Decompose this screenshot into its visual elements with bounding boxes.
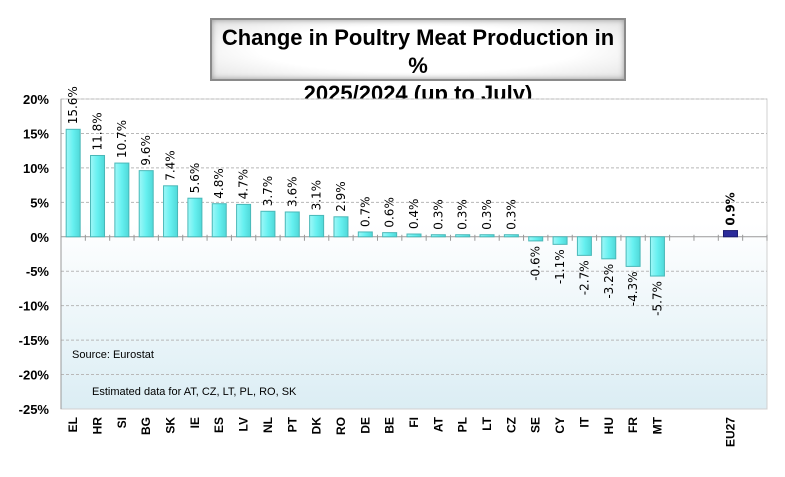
source-note: Source: Eurostat	[72, 349, 154, 361]
chart-title: Change in Poultry Meat Production in % 2…	[210, 18, 626, 106]
y-tick-label: 15%	[23, 126, 49, 141]
x-category-label: BE	[383, 417, 397, 434]
bar-RO	[333, 216, 349, 238]
bar-FI	[406, 233, 422, 238]
data-label: 9.6%	[139, 135, 153, 166]
bar-SE	[528, 236, 544, 242]
x-category-label: EL	[66, 417, 80, 432]
bar-HR	[90, 154, 106, 238]
data-label: 0.4%	[407, 199, 421, 230]
x-category-label: AT	[431, 416, 445, 432]
title-line-1: Change in Poultry Meat Production in %	[221, 25, 615, 78]
bar-NL	[260, 210, 276, 238]
y-tick-label: 20%	[23, 92, 49, 107]
x-category-label: PT	[285, 416, 299, 432]
bar-SI	[114, 162, 130, 238]
x-category-label: CZ	[504, 417, 518, 433]
x-category-label: CY	[553, 417, 567, 434]
x-category-label: PL	[456, 417, 470, 432]
data-label: -5.7%	[650, 281, 664, 316]
data-label: -4.3%	[626, 271, 640, 306]
x-category-label: BG	[139, 417, 153, 435]
bar-EU27	[722, 230, 738, 238]
bar-FR	[625, 236, 641, 267]
x-category-label: SE	[529, 417, 543, 433]
data-label: 0.6%	[383, 197, 397, 228]
x-category-label: SI	[115, 417, 129, 428]
x-category-label: EU27	[723, 417, 737, 447]
x-category-label: RO	[334, 417, 348, 435]
data-label: 3.7%	[261, 176, 275, 207]
data-label: -3.2%	[602, 264, 616, 299]
data-label: 0.3%	[504, 199, 518, 230]
bar-SK	[163, 185, 179, 238]
bar-DE	[357, 231, 373, 238]
data-label: 3.6%	[285, 176, 299, 207]
x-category-label: MT	[650, 416, 664, 434]
bar-IE	[187, 197, 203, 238]
data-label: -0.6%	[529, 246, 543, 281]
x-category-label: LT	[480, 416, 494, 430]
y-tick-label: 5%	[30, 195, 49, 210]
x-category-label: FR	[626, 417, 640, 433]
data-label: 3.1%	[310, 180, 324, 211]
bar-AT	[430, 234, 446, 238]
bar-BG	[138, 170, 154, 238]
plot-area	[60, 98, 768, 410]
bar-MT	[649, 236, 665, 277]
data-label: 0.3%	[480, 199, 494, 230]
data-label: 2.9%	[334, 181, 348, 212]
data-label: 4.7%	[237, 169, 251, 200]
bar-BE	[382, 232, 398, 238]
y-tick-label: -20%	[19, 368, 50, 383]
y-tick-label: -15%	[19, 333, 50, 348]
y-tick-label: -25%	[19, 402, 50, 417]
y-tick-label: 0%	[30, 230, 49, 245]
data-label: 7.4%	[164, 150, 178, 181]
estimate-note: Estimated data for AT, CZ, LT, PL, RO, S…	[92, 386, 297, 398]
x-category-label: ES	[212, 417, 226, 433]
bar-IT	[576, 236, 592, 256]
x-category-label: IT	[577, 416, 591, 427]
x-category-label: SK	[164, 417, 178, 434]
bar-LV	[236, 203, 252, 238]
x-category-label: LV	[237, 417, 251, 431]
y-tick-label: -10%	[19, 299, 50, 314]
x-category-label: FI	[407, 417, 421, 428]
data-label: -2.7%	[577, 260, 591, 295]
bar-PL	[455, 234, 471, 238]
x-category-label: DE	[358, 417, 372, 434]
data-label: 0.9%	[723, 192, 737, 225]
bar-PT	[284, 211, 300, 238]
bar-LT	[479, 234, 495, 238]
x-category-label: DK	[310, 417, 324, 435]
data-label: 11.8%	[91, 112, 105, 150]
bar-EL	[65, 128, 81, 238]
data-label: -1.1%	[553, 249, 567, 284]
data-label: 0.3%	[431, 199, 445, 230]
x-category-label: NL	[261, 417, 275, 433]
x-category-label: HU	[602, 417, 616, 434]
bar-CY	[552, 236, 568, 245]
data-label: 15.6%	[66, 86, 80, 124]
bar-ES	[211, 203, 227, 238]
data-label: 4.8%	[212, 168, 226, 199]
y-tick-label: -5%	[26, 264, 50, 279]
data-label: 5.6%	[188, 163, 202, 194]
data-label: 0.7%	[358, 196, 372, 227]
data-label: 10.7%	[115, 120, 129, 158]
bar-HU	[601, 236, 617, 260]
bar-DK	[309, 214, 325, 238]
y-tick-label: 10%	[23, 161, 49, 176]
data-label: 0.3%	[456, 199, 470, 230]
x-category-label: HR	[91, 417, 105, 435]
x-category-label: IE	[188, 417, 202, 428]
bar-CZ	[503, 234, 519, 238]
